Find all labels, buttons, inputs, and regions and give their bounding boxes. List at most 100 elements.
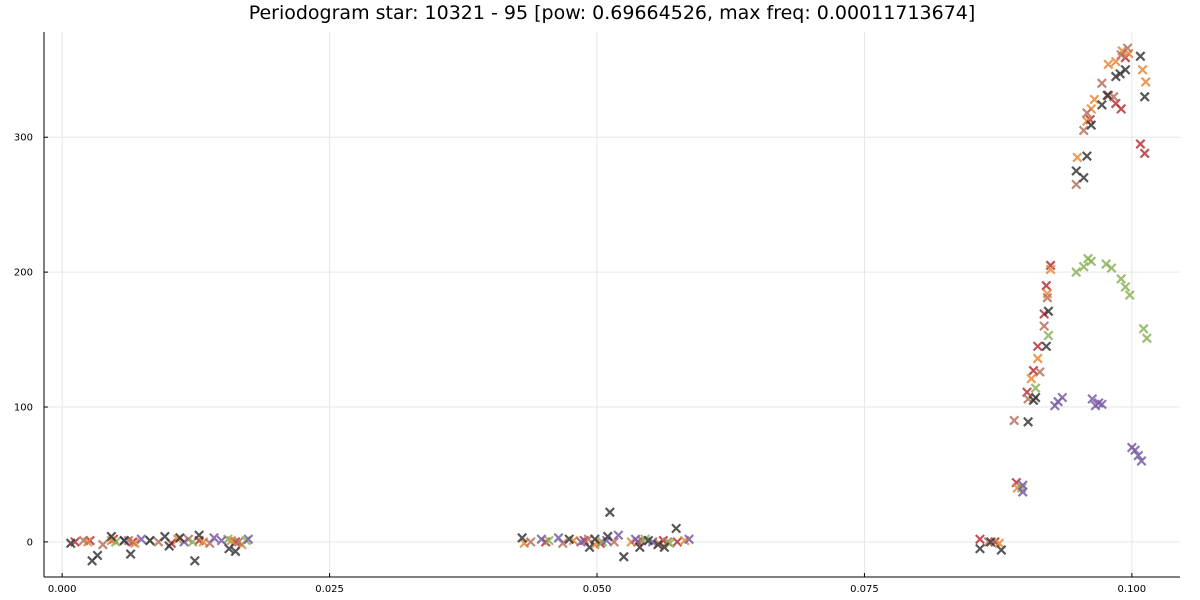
data-point xyxy=(643,535,654,546)
series-5 xyxy=(119,392,1147,547)
data-point xyxy=(119,535,130,546)
data-point xyxy=(1039,321,1050,332)
series-3 xyxy=(78,43,1133,550)
data-point xyxy=(1103,59,1114,70)
data-point xyxy=(653,539,663,550)
data-point xyxy=(589,534,600,545)
data-point xyxy=(602,531,613,542)
data-point xyxy=(974,534,985,545)
data-point xyxy=(983,536,994,547)
data-point xyxy=(230,546,241,557)
data-point xyxy=(1087,393,1098,404)
tick-labels: 0.000 0.025 0.050 0.075 0.100 0 100 200 300 xyxy=(14,133,1146,595)
data-point xyxy=(1045,264,1056,275)
data-point xyxy=(536,534,547,545)
y-tick-label: 300 xyxy=(14,133,33,144)
data-point xyxy=(553,532,564,543)
data-point xyxy=(1078,125,1089,136)
data-point xyxy=(1017,480,1028,491)
data-point xyxy=(576,536,586,547)
data-point xyxy=(1071,179,1082,190)
data-point xyxy=(517,532,528,543)
data-point xyxy=(525,536,536,547)
data-point xyxy=(1081,151,1092,162)
data-point xyxy=(216,535,227,546)
data-point xyxy=(189,555,200,566)
data-point xyxy=(672,536,683,547)
series-1 xyxy=(70,52,1150,549)
data-point xyxy=(125,549,136,560)
data-point xyxy=(1089,94,1100,105)
data-point xyxy=(1116,103,1127,114)
data-point xyxy=(1032,341,1043,352)
data-point xyxy=(1124,290,1135,301)
chart-title: Periodogram star: 10321 - 95 [pow: 0.696… xyxy=(249,2,976,24)
data-point xyxy=(209,532,220,543)
data-point xyxy=(1116,273,1127,284)
series-4 xyxy=(110,253,1152,549)
x-tick-label: 0.000 xyxy=(48,584,77,595)
data-point xyxy=(164,540,175,551)
data-point xyxy=(1078,172,1089,183)
data-point xyxy=(1120,64,1131,75)
x-tick-label: 0.050 xyxy=(583,584,612,595)
data-point xyxy=(1096,399,1107,410)
data-point xyxy=(1138,323,1149,334)
data-point xyxy=(996,545,1007,555)
data-point xyxy=(1122,43,1133,54)
data-point xyxy=(97,539,108,550)
series-6 xyxy=(65,51,1150,566)
data-point xyxy=(1081,107,1092,118)
data-point xyxy=(174,532,185,543)
y-tick-label: 200 xyxy=(14,268,33,279)
data-point xyxy=(618,551,629,562)
data-point xyxy=(659,542,670,553)
data-point xyxy=(1071,267,1082,278)
data-point xyxy=(1043,306,1054,317)
data-point xyxy=(1009,415,1020,426)
data-point xyxy=(1135,138,1146,149)
data-point xyxy=(1133,450,1144,461)
data-point xyxy=(634,542,645,553)
data-point xyxy=(129,538,140,549)
data-point xyxy=(1030,383,1041,394)
data-point xyxy=(1137,64,1148,75)
data-point xyxy=(1096,78,1107,89)
data-point xyxy=(1043,330,1054,341)
data-point xyxy=(1086,256,1097,267)
data-point xyxy=(1139,148,1150,159)
data-point xyxy=(684,534,694,545)
data-point xyxy=(194,530,205,541)
x-tick-label: 0.100 xyxy=(1118,584,1147,595)
data-point xyxy=(243,534,254,545)
data-point xyxy=(985,536,996,547)
data-points xyxy=(65,43,1152,566)
data-point xyxy=(613,530,624,541)
x-tick-label: 0.075 xyxy=(850,584,879,595)
data-point xyxy=(144,535,155,546)
data-point xyxy=(974,543,985,554)
data-point xyxy=(1106,263,1117,274)
data-point xyxy=(1120,281,1131,292)
y-tick-label: 0 xyxy=(27,537,33,548)
data-point xyxy=(1096,99,1107,110)
data-point xyxy=(65,538,76,549)
series-2 xyxy=(82,45,1151,550)
data-point xyxy=(1042,292,1053,303)
data-point xyxy=(159,531,170,542)
data-point xyxy=(1032,353,1043,364)
data-point xyxy=(1071,165,1082,176)
data-point xyxy=(224,543,235,554)
data-point xyxy=(1139,91,1150,102)
data-point xyxy=(1140,76,1151,87)
data-point xyxy=(1072,152,1083,163)
data-point xyxy=(136,534,147,545)
data-point xyxy=(1130,445,1141,456)
data-point xyxy=(1141,333,1152,344)
x-tick-label: 0.025 xyxy=(315,584,344,595)
data-point xyxy=(233,536,244,547)
data-point xyxy=(1030,392,1041,403)
data-point xyxy=(1102,90,1113,101)
data-point xyxy=(1026,373,1037,384)
data-point xyxy=(584,542,595,553)
